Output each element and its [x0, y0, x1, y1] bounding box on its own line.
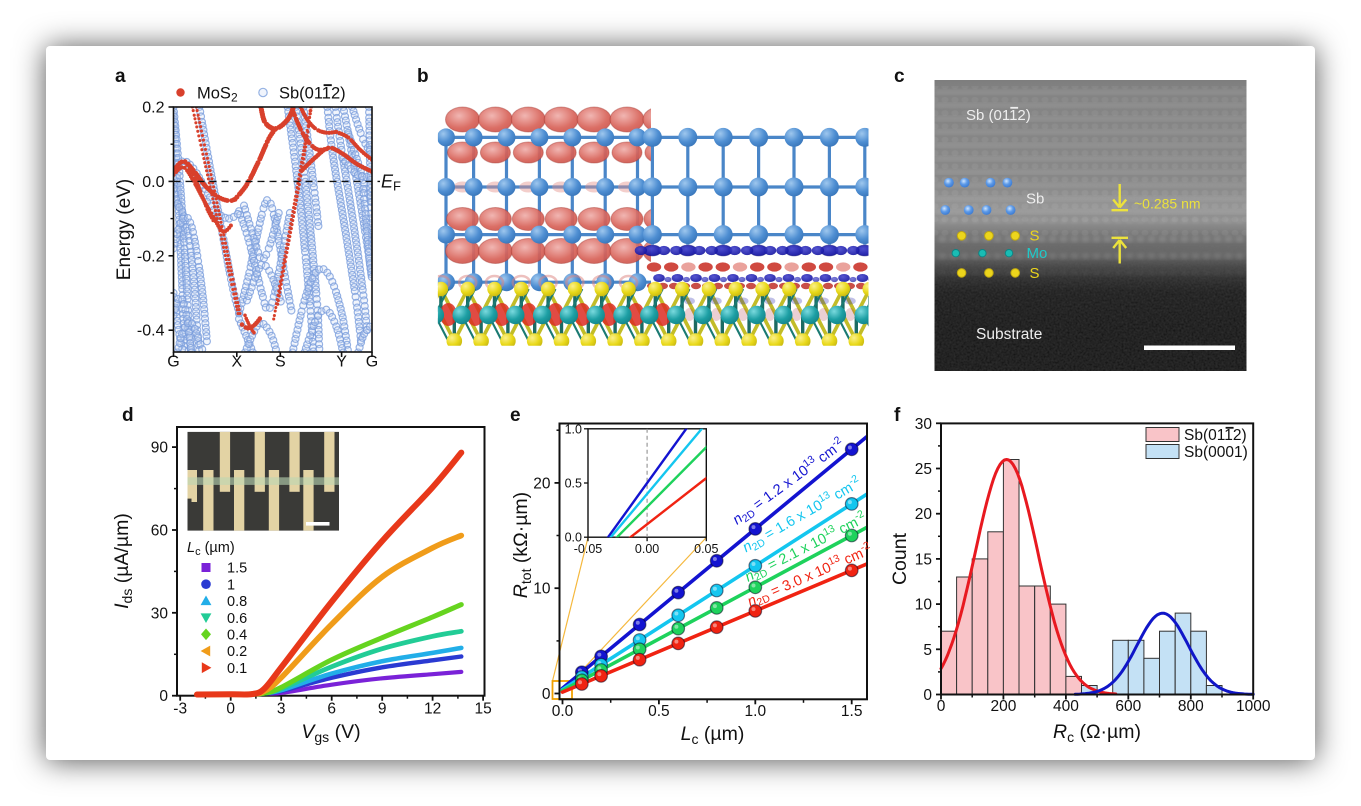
svg-text:-0.05: -0.05	[574, 542, 603, 556]
svg-text:G: G	[366, 354, 378, 371]
svg-text:Sb: Sb	[1026, 191, 1044, 208]
svg-text:0.0: 0.0	[565, 531, 582, 545]
svg-text:90: 90	[151, 440, 169, 457]
svg-text:S: S	[1030, 228, 1040, 245]
svg-text:0.8: 0.8	[227, 594, 247, 610]
svg-text:1000: 1000	[1236, 698, 1271, 715]
svg-text:400: 400	[1053, 698, 1079, 715]
svg-text:30: 30	[915, 416, 933, 433]
svg-text:0: 0	[937, 698, 946, 715]
svg-text:b: b	[417, 66, 429, 87]
svg-text:c: c	[894, 66, 905, 87]
svg-text:Substrate: Substrate	[976, 326, 1042, 343]
svg-text:1.5: 1.5	[227, 561, 247, 577]
svg-text:e: e	[510, 405, 521, 426]
svg-text:6: 6	[327, 701, 336, 718]
svg-text:5: 5	[923, 642, 932, 659]
svg-text:EF: EF	[381, 171, 401, 193]
svg-text:1.0: 1.0	[745, 703, 767, 720]
svg-text:1.0: 1.0	[565, 422, 582, 436]
svg-text:X: X	[231, 354, 242, 371]
svg-text:200: 200	[990, 698, 1016, 715]
svg-text:12: 12	[424, 701, 441, 718]
svg-text:0.05: 0.05	[694, 542, 718, 556]
svg-text:Y: Y	[336, 354, 347, 371]
svg-text:10: 10	[533, 581, 551, 598]
svg-text:1.5: 1.5	[841, 703, 863, 720]
svg-text:800: 800	[1178, 698, 1204, 715]
svg-text:0: 0	[923, 687, 932, 704]
svg-text:15: 15	[915, 551, 932, 568]
svg-text:0.2: 0.2	[227, 644, 247, 660]
svg-text:30: 30	[151, 605, 169, 622]
svg-text:Energy (eV): Energy (eV)	[114, 179, 135, 280]
svg-text:600: 600	[1115, 698, 1141, 715]
svg-text:S: S	[275, 354, 286, 371]
svg-text:Lc (µm): Lc (µm)	[681, 723, 745, 747]
svg-text:0.0: 0.0	[552, 703, 574, 720]
svg-text:0.00: 0.00	[635, 542, 659, 556]
svg-text:0: 0	[226, 701, 235, 718]
svg-text:0.5: 0.5	[565, 477, 582, 491]
svg-text:f: f	[894, 405, 901, 426]
svg-text:a: a	[115, 66, 126, 87]
svg-text:Vgs (V): Vgs (V)	[301, 721, 360, 745]
svg-text:Rtot (kΩ·µm): Rtot (kΩ·µm)	[510, 492, 534, 598]
svg-text:0: 0	[159, 688, 168, 705]
svg-text:Mo: Mo	[1027, 245, 1048, 262]
svg-text:0: 0	[542, 686, 551, 703]
svg-text:-0.4: -0.4	[137, 323, 165, 340]
svg-text:Sb(0112): Sb(0112)	[1184, 427, 1247, 444]
svg-text:MoS2: MoS2	[197, 85, 238, 105]
svg-text:d: d	[122, 405, 134, 426]
svg-text:Sb(0001): Sb(0001)	[1184, 444, 1248, 461]
svg-text:10: 10	[915, 597, 933, 614]
svg-text:0.4: 0.4	[227, 628, 247, 644]
svg-text:G: G	[167, 354, 179, 371]
svg-text:-0.2: -0.2	[137, 248, 165, 265]
svg-text:S: S	[1030, 265, 1040, 282]
svg-text:Sb(0112): Sb(0112)	[279, 85, 346, 103]
svg-text:15: 15	[474, 701, 491, 718]
svg-text:-3: -3	[173, 701, 187, 718]
svg-text:1: 1	[227, 577, 235, 593]
svg-text:Ids (µA/µm): Ids (µA/µm)	[111, 513, 135, 609]
svg-text:0.0: 0.0	[142, 174, 164, 191]
svg-text:Count: Count	[889, 532, 911, 585]
svg-text:0.5: 0.5	[648, 703, 670, 720]
svg-text:Rc (Ω·µm): Rc (Ω·µm)	[1053, 721, 1141, 745]
svg-text:20: 20	[533, 475, 551, 492]
svg-text:0.6: 0.6	[227, 611, 247, 627]
svg-text:0.1: 0.1	[227, 661, 247, 677]
svg-text:25: 25	[915, 461, 932, 478]
svg-text:Sb (0112): Sb (0112)	[966, 107, 1031, 124]
svg-text:0.2: 0.2	[142, 100, 164, 117]
svg-text:Lc (µm): Lc (µm)	[187, 540, 235, 558]
svg-text:9: 9	[378, 701, 387, 718]
svg-text:20: 20	[915, 506, 933, 523]
svg-text:60: 60	[151, 523, 169, 540]
svg-text:~0.285 nm: ~0.285 nm	[1134, 196, 1201, 212]
svg-text:3: 3	[277, 701, 286, 718]
